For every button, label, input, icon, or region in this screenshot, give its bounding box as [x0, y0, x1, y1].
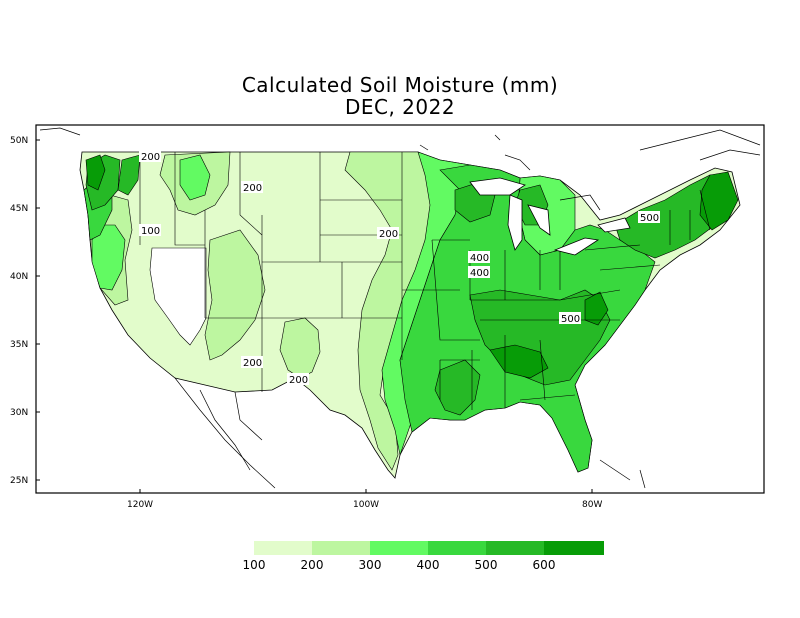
missing-region: [149, 247, 207, 346]
legend-label: 500: [474, 558, 498, 572]
region-200: [279, 317, 321, 379]
contour-labels: 200 200 100 200 200 200 400 400 500 500: [139, 150, 660, 386]
legend-swatch: [544, 541, 604, 555]
lon-tick-label: 80W: [582, 500, 602, 510]
contour-label: 200: [289, 375, 308, 386]
neighbor-coastlines: [39, 127, 761, 489]
lat-tick-label: 50N: [10, 136, 28, 146]
contour-label: 400: [470, 253, 489, 264]
region-200: [204, 229, 266, 361]
region-600: [85, 154, 106, 191]
legend-swatch: [428, 541, 486, 555]
chart-subtitle: DEC, 2022: [344, 95, 456, 119]
great-lakes: [469, 177, 631, 256]
legend-label: 100: [242, 558, 266, 572]
contour-label: 500: [640, 213, 659, 224]
legend-label: 600: [532, 558, 556, 572]
lat-axis: 50N 45N 40N 35N 30N 25N: [10, 136, 40, 486]
lat-tick-label: 35N: [10, 340, 28, 350]
region-500: [434, 359, 481, 416]
lon-tick-label: 120W: [127, 500, 153, 510]
legend-swatch: [254, 541, 312, 555]
legend-swatch: [370, 541, 428, 555]
state-boundaries: [139, 152, 711, 410]
lat-tick-label: 40N: [10, 272, 28, 282]
lon-tick-label: 100W: [353, 500, 379, 510]
region-600: [699, 171, 739, 231]
map-layers: [39, 127, 761, 489]
legend-label: 300: [358, 558, 382, 572]
contour-label: 200: [243, 183, 262, 194]
region-500: [117, 154, 141, 196]
contour-label: 200: [141, 152, 160, 163]
lat-tick-label: 30N: [10, 408, 28, 418]
region-300: [179, 154, 211, 201]
region-600: [584, 291, 609, 326]
lat-tick-label: 45N: [10, 204, 28, 214]
chart-title: Calculated Soil Moisture (mm): [241, 73, 559, 97]
legend-swatch: [312, 541, 370, 555]
contour-label: 200: [379, 229, 398, 240]
contour-label: 100: [141, 226, 160, 237]
contour-label: 500: [561, 314, 580, 325]
lat-tick-label: 25N: [10, 476, 28, 486]
map-frame: [35, 124, 765, 494]
contour-label: 400: [470, 268, 489, 279]
legend-label: 200: [300, 558, 324, 572]
legend-colorbar: [254, 541, 604, 555]
legend-label: 400: [416, 558, 440, 572]
lon-axis: 120W 100W 80W: [127, 489, 602, 510]
legend-swatch: [486, 541, 544, 555]
contour-label: 200: [243, 358, 262, 369]
